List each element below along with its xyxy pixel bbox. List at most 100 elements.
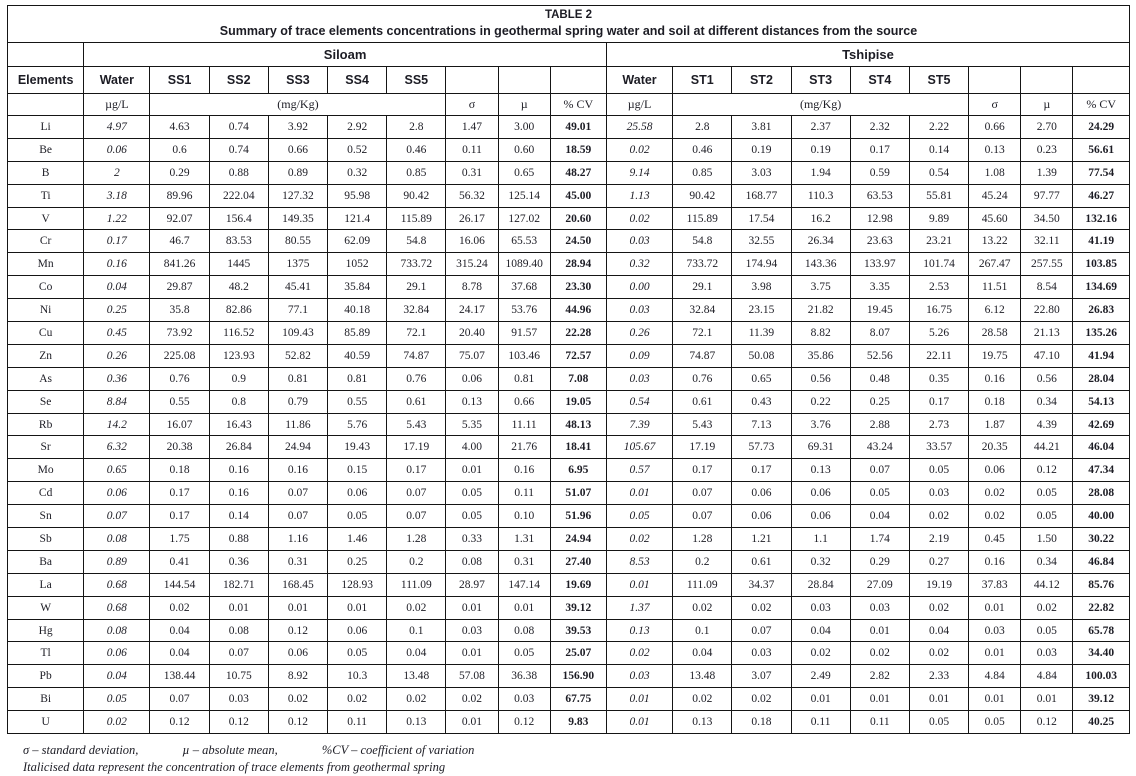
- value-cell: 3.98: [731, 275, 792, 300]
- element-cell: Co: [6, 275, 85, 300]
- value-cell: 0.05: [908, 710, 970, 735]
- value-cell: 0.01: [605, 572, 674, 597]
- value-cell: 0.74: [208, 115, 269, 139]
- value-cell: 16.2: [790, 206, 851, 231]
- value-cell: 0.02: [731, 687, 792, 712]
- value-cell: 0.06: [327, 481, 388, 506]
- value-cell: 7.13: [731, 412, 792, 437]
- value-cell: 30.22: [1072, 527, 1130, 551]
- value-cell: 0.52: [327, 137, 388, 162]
- value-cell: 0.65: [497, 160, 551, 185]
- value-cell: 0.17: [908, 389, 970, 414]
- value-cell: 0.15: [327, 458, 388, 483]
- tshipise-mu-header: µ: [1020, 93, 1074, 116]
- value-cell: 127.02: [497, 206, 551, 231]
- table-row: V 1.22 92.07 156.4 149.35 121.4 115.89 26.17 127…: [6, 206, 1130, 231]
- value-cell: 0.88: [208, 527, 269, 551]
- value-cell: 149.35: [267, 206, 329, 231]
- value-cell: 41.19: [1072, 229, 1130, 254]
- value-cell: 0.07: [83, 504, 151, 529]
- value-cell: 9.83: [549, 710, 607, 735]
- value-cell: 0.06: [731, 504, 792, 529]
- value-cell: 0.61: [731, 549, 792, 574]
- value-cell: 115.89: [672, 206, 733, 231]
- value-cell: 0.08: [497, 618, 551, 643]
- col-header-st1: ST1: [672, 66, 733, 94]
- value-cell: 74.87: [386, 343, 447, 368]
- value-cell: 1.94: [790, 160, 851, 185]
- value-cell: 0.12: [497, 710, 551, 735]
- value-cell: 0.08: [445, 549, 499, 574]
- value-cell: 0.07: [731, 618, 792, 643]
- value-cell: 0.01: [849, 687, 910, 712]
- value-cell: 0.66: [968, 115, 1022, 139]
- value-cell: 8.92: [267, 664, 329, 689]
- value-cell: 0.18: [968, 389, 1022, 414]
- value-cell: 17.19: [672, 435, 733, 460]
- value-cell: 1445: [208, 252, 269, 277]
- table-row: U 0.02 0.12 0.12 0.12 0.11 0.13 0.01 0.12 9.83 0.0…: [6, 710, 1130, 735]
- value-cell: 0.54: [908, 160, 970, 185]
- value-cell: 4.84: [968, 664, 1022, 689]
- value-cell: 92.07: [149, 206, 210, 231]
- table-row: Se 8.84 0.55 0.8 0.79 0.55 0.61 0.13 0.66 19.05 0.…: [6, 389, 1130, 414]
- tshipise-cv-header: % CV: [1072, 93, 1130, 116]
- value-cell: 0.02: [83, 710, 151, 735]
- value-cell: 0.27: [908, 549, 970, 574]
- value-cell: 168.77: [731, 183, 792, 208]
- value-cell: 75.07: [445, 343, 499, 368]
- value-cell: 0.06: [83, 137, 151, 162]
- value-cell: 19.05: [549, 389, 607, 414]
- table-row: Zn 0.26 225.08 123.93 52.82 40.59 74.87 75.07 10…: [6, 343, 1130, 368]
- value-cell: 3.75: [790, 275, 851, 300]
- value-cell: 9.89: [908, 206, 970, 231]
- value-cell: 48.2: [208, 275, 269, 300]
- value-cell: 8.82: [790, 321, 851, 345]
- value-cell: 48.27: [549, 160, 607, 185]
- table-head: TABLE 2 Summary of trace elements concen…: [6, 5, 1131, 116]
- value-cell: 0.02: [149, 595, 210, 620]
- value-cell: 0.01: [445, 595, 499, 620]
- value-cell: 0.03: [908, 481, 970, 506]
- element-cell: Pb: [6, 664, 85, 689]
- value-cell: 0.01: [968, 687, 1022, 712]
- value-cell: 0.07: [849, 458, 910, 483]
- value-cell: 0.05: [445, 481, 499, 506]
- value-cell: 42.69: [1072, 412, 1130, 437]
- value-cell: 0.04: [149, 641, 210, 666]
- value-cell: 11.51: [968, 275, 1022, 300]
- table-title-cell: TABLE 2 Summary of trace elements concen…: [7, 5, 1130, 43]
- value-cell: 18.59: [549, 137, 607, 162]
- element-cell: Rb: [6, 412, 85, 437]
- value-cell: 26.83: [1072, 298, 1130, 323]
- value-cell: 0.45: [83, 321, 151, 345]
- table-row: B 2 0.29 0.88 0.89 0.32 0.85 0.31 0.65 48.27 9.14 0…: [6, 160, 1130, 185]
- value-cell: 8.54: [1020, 275, 1074, 300]
- value-cell: 22.28: [549, 321, 607, 345]
- value-cell: 33.57: [908, 435, 970, 460]
- value-cell: 51.07: [549, 481, 607, 506]
- table-row: Mn 0.16 841.26 1445 1375 1052 733.72 315.24 1089…: [6, 252, 1130, 277]
- value-cell: 18.41: [549, 435, 607, 460]
- table-row: Sn 0.07 0.17 0.14 0.07 0.05 0.07 0.05 0.10 51.96 0…: [6, 504, 1130, 529]
- table-row: W 0.68 0.02 0.01 0.01 0.01 0.02 0.01 0.01 39.12 1.…: [6, 595, 1130, 620]
- value-cell: 0.07: [672, 481, 733, 506]
- value-cell: 23.21: [908, 229, 970, 254]
- value-cell: 56.61: [1072, 137, 1130, 162]
- value-cell: 22.80: [1020, 298, 1074, 323]
- table-row: Ti 3.18 89.96 222.04 127.32 95.98 90.42 56.32 12…: [6, 183, 1130, 208]
- value-cell: 90.42: [672, 183, 733, 208]
- value-cell: 111.09: [386, 572, 447, 597]
- table-row: Rb 14.2 16.07 16.43 11.86 5.76 5.43 5.35 11.11 48…: [6, 412, 1130, 437]
- value-cell: 1375: [267, 252, 329, 277]
- value-cell: 2.92: [327, 115, 388, 139]
- value-cell: 0.08: [83, 527, 151, 551]
- value-cell: 47.10: [1020, 343, 1074, 368]
- value-cell: 168.45: [267, 572, 329, 597]
- value-cell: 135.26: [1072, 321, 1130, 345]
- value-cell: 0.26: [83, 343, 151, 368]
- table-row: Ba 0.89 0.41 0.36 0.31 0.25 0.2 0.08 0.31 27.40 8.…: [6, 549, 1130, 574]
- value-cell: 1.16: [267, 527, 329, 551]
- col-header-siloam-water: Water: [83, 66, 151, 94]
